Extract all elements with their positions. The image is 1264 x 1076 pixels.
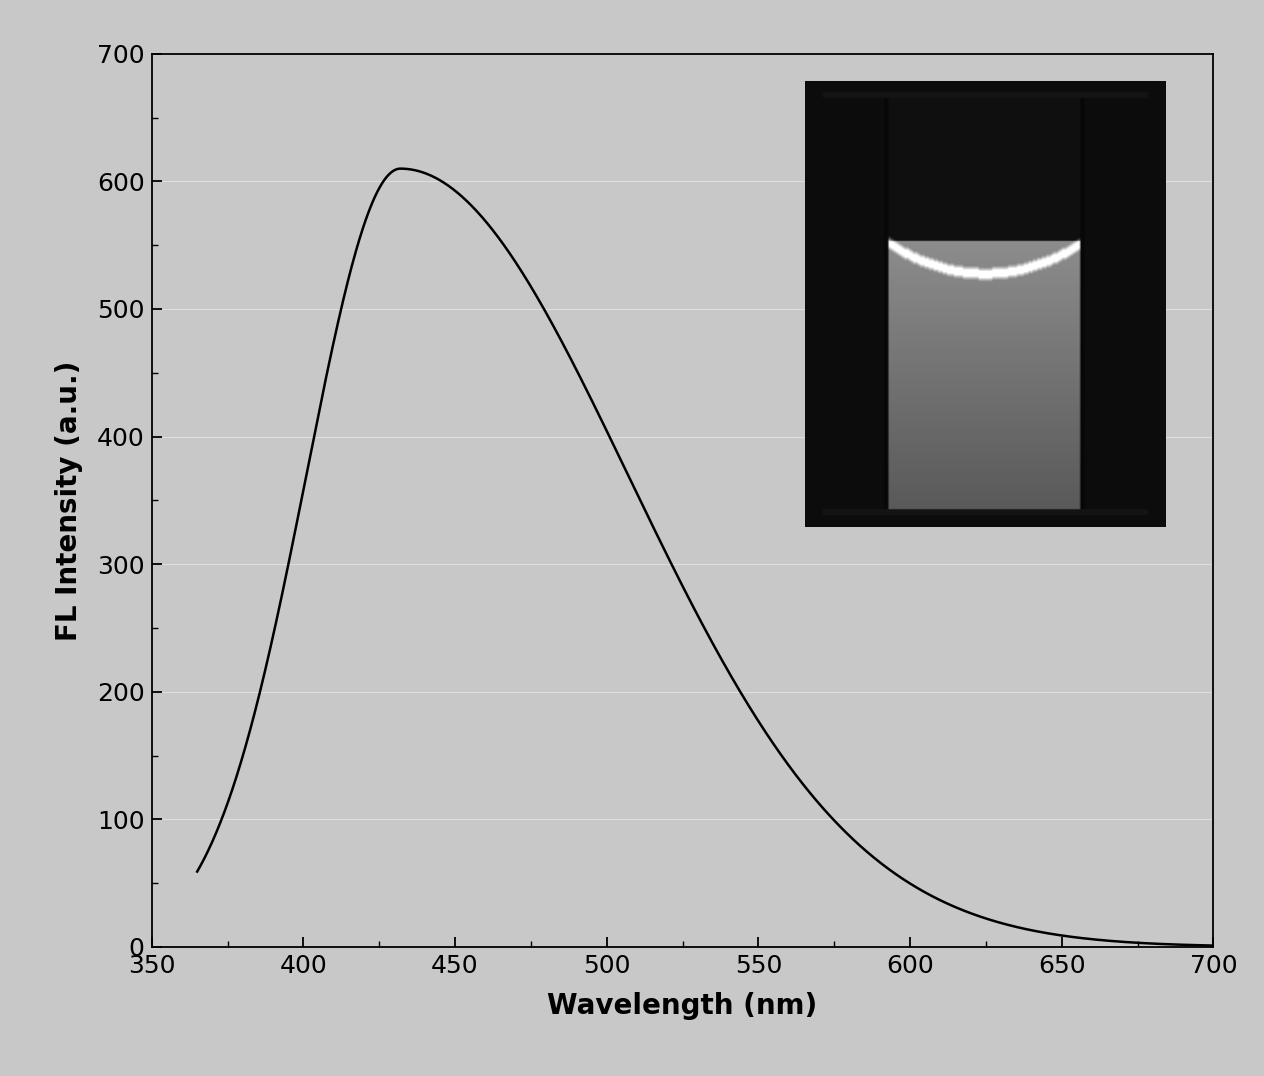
X-axis label: Wavelength (nm): Wavelength (nm): [547, 992, 818, 1020]
Y-axis label: FL Intensity (a.u.): FL Intensity (a.u.): [56, 360, 83, 640]
